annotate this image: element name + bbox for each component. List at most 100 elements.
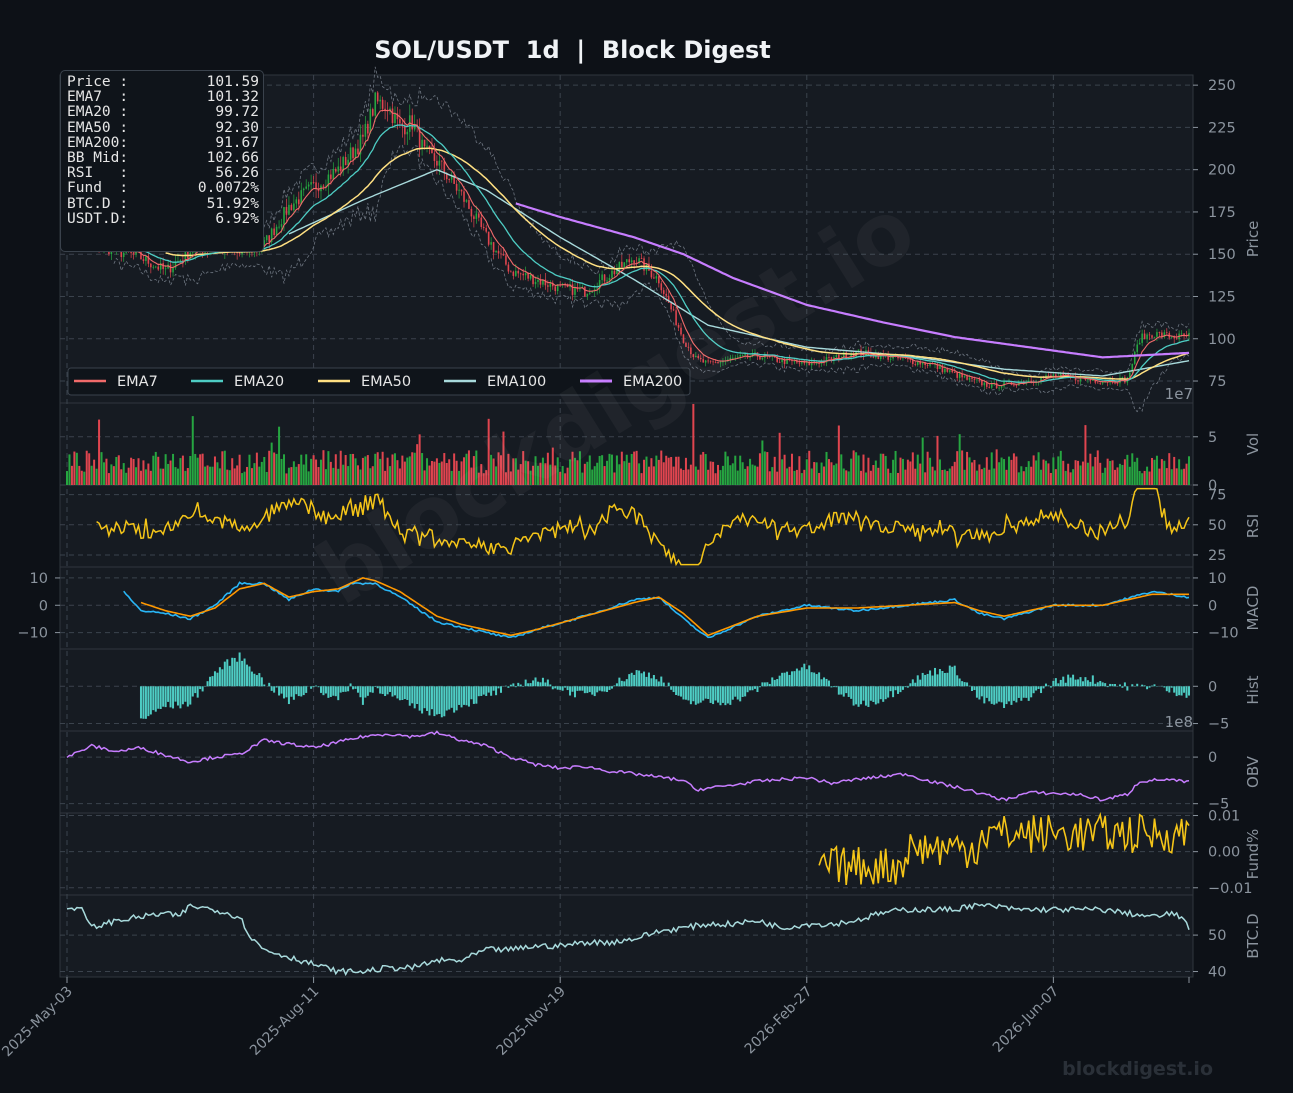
hist-bar [1163,686,1166,688]
volume-bar [1104,467,1107,485]
candle-body [357,148,359,155]
candle-body [1183,333,1185,335]
hist-bar [152,686,155,711]
candle-body [912,360,914,365]
hist-bar [899,686,902,693]
candle-body [1005,381,1008,383]
volume-bar [172,453,175,485]
candle-body [857,349,860,351]
volume-bar [430,460,433,485]
info-row-btcd: BTC.D :51.92% [67,195,259,212]
volume-bar [132,459,135,485]
hist-bar [292,686,295,700]
hist-bar [1094,683,1097,687]
hist-bar [798,670,801,687]
volume-bar [413,452,416,485]
chart-title: SOL/USDT 1d | Block Digest [374,36,771,64]
volume-bar [1007,456,1010,485]
hist-bar [413,686,416,709]
hist-bar [1151,685,1154,687]
hist-bar [1143,685,1146,687]
candle-body [734,357,737,359]
hist-bar [1106,686,1109,688]
candle-body [293,203,295,211]
volume-bar [1025,466,1028,485]
hist-bar [426,686,429,711]
hist-bar [172,686,175,709]
panel-macd [59,566,1194,650]
hist-bar [847,686,850,697]
hist-bar [231,657,234,687]
hist-bar [332,686,335,696]
volume-bar [339,450,342,485]
candle-body [317,188,320,192]
volume-bar [204,466,207,485]
hist-bar [1012,686,1015,701]
volume-bar [985,457,988,485]
volume-bar [877,467,880,485]
volume-bar [398,468,401,485]
volume-bar [319,459,322,485]
candle-body [739,355,741,357]
candle-body [687,346,690,348]
volume-bar [312,455,315,485]
axis-offset-label: 1e8 [1165,713,1193,731]
volume-bar [152,455,155,485]
candle-body [1180,333,1183,335]
candle-body [145,256,147,261]
candle-body [998,387,1000,389]
volume-bar [159,468,162,485]
hist-bar [874,686,877,705]
hist-bar [744,686,747,697]
candle-body [608,277,611,281]
hist-bar [248,666,251,687]
candle-body [944,368,946,373]
volume-bar [512,458,515,485]
y-tick-label: 10 [1208,571,1226,587]
hist-bar [970,686,973,691]
hist-bar [167,686,170,702]
volume-bar [507,453,510,485]
hist-bar [236,661,239,687]
candle-body [310,182,312,185]
candle-body [465,200,468,202]
volume-bar [1074,460,1077,485]
hist-bar [554,686,557,689]
hist-bar [702,686,705,701]
hist-bar [206,681,209,687]
hist-bar [808,665,811,687]
volume-bar [1111,460,1114,485]
hist-bar [975,686,978,698]
volume-bar [566,467,569,485]
candle-body [596,288,598,290]
volume-bar [1069,472,1072,485]
hist-bar [938,669,941,687]
hist-bar [882,686,885,702]
legend-label: EMA100 [487,374,546,390]
volume-bar [167,463,170,485]
candle-body [783,358,786,364]
volume-bar [1040,469,1043,485]
y-tick-label: 75 [1208,374,1226,390]
volume-bar [265,471,268,485]
candle-body [312,182,315,183]
hist-bar [302,686,305,696]
hist-bar [1104,683,1107,687]
volume-bar [603,466,606,485]
hist-bar [157,686,160,709]
candle-body [396,113,399,120]
volume-bar [495,466,498,485]
hist-bar [1091,675,1094,687]
volume-bar [1178,459,1181,485]
hist-bar [837,686,840,695]
candle-body [315,182,317,189]
candle-body [537,279,539,282]
volume-bar [199,454,202,485]
candle-body [413,124,416,130]
volume-bar [504,472,507,485]
volume-bar [1170,469,1173,485]
y-tick-label: 225 [1208,120,1236,136]
volume-bar [850,458,853,485]
volume-bar [973,459,976,485]
hist-bar [591,686,594,695]
